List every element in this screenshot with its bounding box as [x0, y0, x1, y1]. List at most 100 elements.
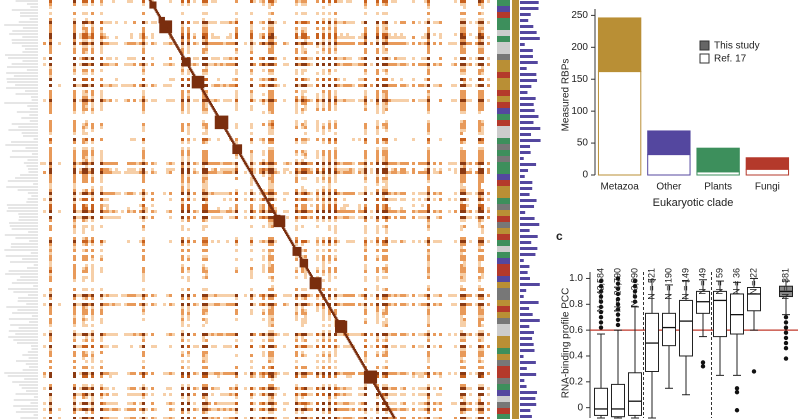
heat-diagonal [254, 179, 258, 183]
heat-cell [91, 411, 94, 414]
heat-cell [265, 408, 268, 411]
heat-cell [271, 102, 274, 105]
heat-cell [463, 279, 466, 282]
heat-cell [322, 201, 325, 204]
heat-cell [334, 78, 337, 81]
heat-cell [265, 84, 268, 87]
heat-cell [103, 372, 106, 375]
heat-cell [271, 219, 274, 222]
heat-cell [403, 387, 406, 390]
heat-cell [427, 21, 430, 24]
heat-cell [268, 333, 271, 336]
heat-cell [403, 192, 406, 195]
heat-cell [460, 405, 463, 408]
heat-diagonal [207, 99, 211, 102]
heat-cell [115, 162, 118, 165]
heat-cell [304, 177, 307, 180]
heat-cell [478, 78, 481, 81]
heat-cell [310, 303, 313, 306]
heat-cell [205, 240, 208, 243]
heat-cell [463, 366, 466, 369]
heat-cell [100, 306, 103, 309]
heat-cell [172, 417, 175, 419]
heat-cell [142, 123, 145, 126]
heat-cell [91, 192, 94, 195]
heat-cell [301, 111, 304, 114]
heat-cell [202, 177, 205, 180]
heat-cell [460, 333, 463, 336]
heat-cell [481, 57, 484, 60]
heat-cell [364, 21, 367, 24]
heat-cell [478, 0, 481, 3]
heat-cell [169, 303, 172, 306]
heat-cell [364, 99, 367, 102]
heat-cell [427, 303, 430, 306]
heat-cell [301, 123, 304, 126]
heat-cell [427, 51, 430, 54]
heat-cell [439, 387, 442, 390]
heat-cell [205, 396, 208, 399]
annotation-bar [520, 115, 539, 118]
heat-cell [211, 168, 214, 171]
heat-cell [268, 12, 271, 15]
heat-cell [460, 21, 463, 24]
heat-cell [169, 78, 172, 81]
heat-cell [394, 294, 397, 297]
heat-cell [328, 237, 331, 240]
heat-cell [169, 171, 172, 174]
heat-cell [463, 165, 466, 168]
heat-cell [475, 210, 478, 213]
heat-cell [187, 108, 190, 111]
heat-cell [49, 297, 52, 300]
heat-cell [154, 99, 157, 102]
heat-cell [259, 303, 262, 306]
heat-cell [298, 393, 301, 396]
heat-cell [382, 339, 385, 342]
heat-cell [82, 111, 85, 114]
heat-cell [250, 417, 253, 419]
heat-cell [229, 210, 232, 213]
heat-cell [217, 99, 220, 102]
heat-cell [478, 288, 481, 291]
annotation-cell [497, 54, 510, 60]
heat-cell [79, 294, 82, 297]
heat-cell [376, 372, 379, 375]
heat-cell [364, 258, 367, 261]
heat-cell [382, 288, 385, 291]
heat-cell [100, 336, 103, 339]
heat-cell [481, 126, 484, 129]
heat-cell [328, 261, 331, 264]
heat-cell [268, 132, 271, 135]
heat-cell [271, 267, 274, 270]
heat-cell [268, 57, 271, 60]
heat-cell [427, 42, 430, 45]
heat-cell [229, 372, 232, 375]
heat-cell [259, 393, 262, 396]
heat-diagonal [309, 277, 322, 290]
annotation-cell [497, 66, 510, 72]
heat-cell [268, 27, 271, 30]
heat-cell [271, 90, 274, 93]
heat-cell [82, 180, 85, 183]
heat-cell [187, 159, 190, 162]
heat-cell [271, 384, 274, 387]
heat-cell [418, 333, 421, 336]
heat-cell [226, 42, 229, 45]
heat-cell [463, 69, 466, 72]
heat-cell [334, 228, 337, 231]
heat-cell [250, 267, 253, 270]
heat-cell [460, 237, 463, 240]
heat-cell [376, 192, 379, 195]
heat-cell [100, 21, 103, 24]
heat-cell [145, 36, 148, 39]
heat-cell [469, 171, 472, 174]
heat-cell [301, 138, 304, 141]
heat-cell [283, 417, 286, 419]
heat-cell [478, 408, 481, 411]
heat-cell [460, 252, 463, 255]
heat-cell [202, 24, 205, 27]
heat-cell [49, 360, 52, 363]
heat-cell [181, 42, 184, 45]
heat-cell [268, 138, 271, 141]
heat-cell [187, 102, 190, 105]
